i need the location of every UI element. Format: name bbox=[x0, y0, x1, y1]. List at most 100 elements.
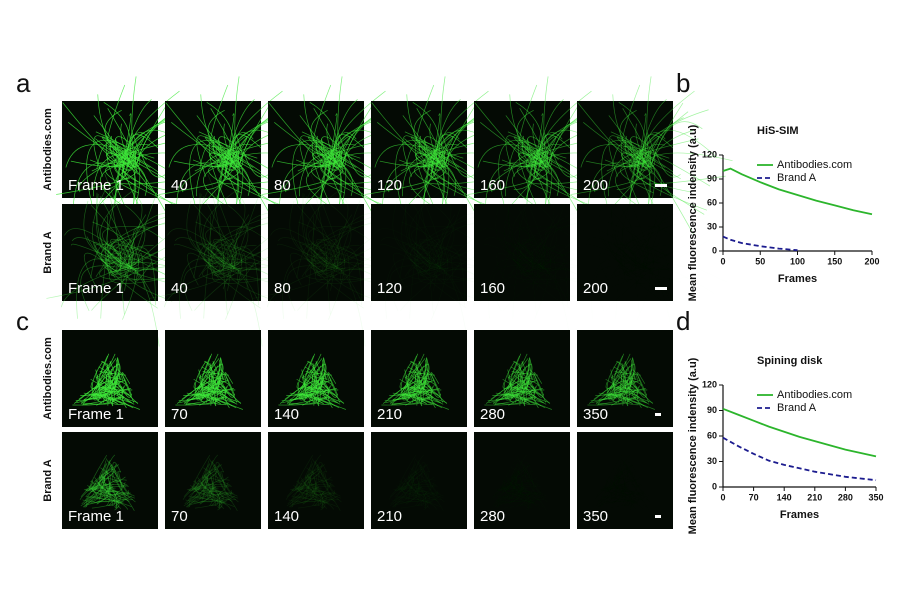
fibre bbox=[626, 380, 643, 406]
fibre bbox=[224, 132, 254, 175]
fibre bbox=[420, 380, 437, 406]
x-axis-label: Frames bbox=[780, 509, 819, 521]
fibre bbox=[210, 488, 225, 503]
fibre bbox=[222, 265, 234, 290]
fibre bbox=[99, 487, 129, 500]
micrograph-background bbox=[62, 204, 158, 301]
fibre bbox=[485, 381, 514, 404]
panel-letter: d bbox=[676, 306, 690, 336]
fibre bbox=[310, 173, 340, 257]
fibre bbox=[84, 476, 106, 508]
scale-bar bbox=[655, 287, 667, 290]
fibre bbox=[346, 151, 372, 178]
fibre bbox=[230, 212, 275, 269]
fibre bbox=[236, 189, 262, 265]
fibre bbox=[296, 485, 327, 498]
fibre bbox=[208, 84, 232, 162]
fibre bbox=[96, 192, 137, 269]
fibre bbox=[105, 458, 131, 495]
fibre bbox=[449, 151, 475, 178]
fibre bbox=[590, 387, 630, 401]
frame-label: 160 bbox=[480, 280, 505, 297]
fibre bbox=[538, 132, 553, 168]
fibre bbox=[548, 102, 581, 165]
micrograph-background bbox=[268, 432, 364, 529]
fibre bbox=[203, 471, 214, 490]
fibre bbox=[285, 483, 335, 500]
fibre bbox=[426, 389, 442, 407]
fibre bbox=[207, 173, 237, 257]
y-tick-label: 30 bbox=[707, 221, 717, 231]
fibre bbox=[231, 253, 262, 270]
fibre bbox=[108, 146, 155, 168]
fibre bbox=[301, 386, 329, 389]
fibre bbox=[102, 225, 151, 257]
fibre bbox=[92, 221, 135, 256]
fibre bbox=[193, 459, 214, 491]
fibre bbox=[318, 148, 357, 168]
fibre bbox=[241, 253, 248, 289]
fibre bbox=[107, 257, 132, 276]
fibre bbox=[279, 381, 308, 404]
fibre bbox=[430, 132, 460, 175]
fibre bbox=[118, 472, 123, 491]
fibre bbox=[222, 262, 270, 283]
fibre bbox=[540, 136, 557, 164]
micrograph: Frame 1 bbox=[46, 173, 213, 347]
fibre bbox=[221, 472, 226, 491]
fibre bbox=[210, 257, 235, 276]
fibre bbox=[252, 266, 338, 299]
fibre bbox=[268, 102, 340, 171]
fibre bbox=[610, 369, 616, 390]
fibre bbox=[602, 376, 628, 396]
panel-letter: c bbox=[16, 306, 29, 336]
fibre bbox=[445, 102, 478, 165]
fibre bbox=[106, 480, 111, 507]
fibre bbox=[227, 247, 259, 306]
fibre bbox=[302, 192, 343, 269]
fibre bbox=[107, 369, 116, 391]
x-tick-label: 100 bbox=[790, 256, 805, 266]
fibre bbox=[403, 392, 427, 404]
fibre bbox=[400, 161, 438, 172]
fibre bbox=[237, 261, 255, 282]
fibre bbox=[477, 144, 536, 168]
fibre bbox=[430, 386, 436, 409]
x-tick-label: 70 bbox=[749, 492, 759, 502]
fibre bbox=[115, 496, 135, 512]
fibre bbox=[304, 361, 315, 375]
x-tick-label: 50 bbox=[755, 256, 765, 266]
fibre bbox=[288, 494, 326, 508]
fibre bbox=[310, 486, 330, 501]
fibre bbox=[93, 472, 114, 492]
fibre bbox=[211, 146, 258, 168]
fibre bbox=[164, 263, 240, 308]
fibre bbox=[642, 90, 695, 175]
fibre bbox=[323, 263, 366, 347]
fibre bbox=[647, 150, 652, 219]
fibre bbox=[424, 138, 444, 168]
fibre bbox=[290, 476, 312, 508]
fibre bbox=[607, 361, 627, 393]
fibre bbox=[299, 135, 332, 177]
fibre bbox=[310, 388, 331, 399]
fibre bbox=[614, 371, 641, 376]
fibre bbox=[292, 487, 320, 506]
fibre bbox=[533, 386, 539, 409]
fibre bbox=[636, 165, 645, 180]
fibre bbox=[636, 150, 695, 236]
fibre bbox=[100, 216, 184, 263]
fibre bbox=[326, 243, 339, 315]
x-axis-label: Frames bbox=[778, 273, 817, 285]
fibre bbox=[174, 243, 235, 268]
fibre bbox=[305, 195, 339, 267]
fibre bbox=[197, 392, 221, 404]
fibre bbox=[140, 151, 166, 178]
fibre bbox=[381, 162, 431, 218]
fibre bbox=[204, 490, 239, 503]
fibre bbox=[89, 490, 111, 503]
fibre bbox=[304, 477, 312, 503]
micrograph: 280 bbox=[474, 330, 570, 427]
fibre bbox=[330, 247, 362, 306]
fibre bbox=[511, 386, 547, 405]
